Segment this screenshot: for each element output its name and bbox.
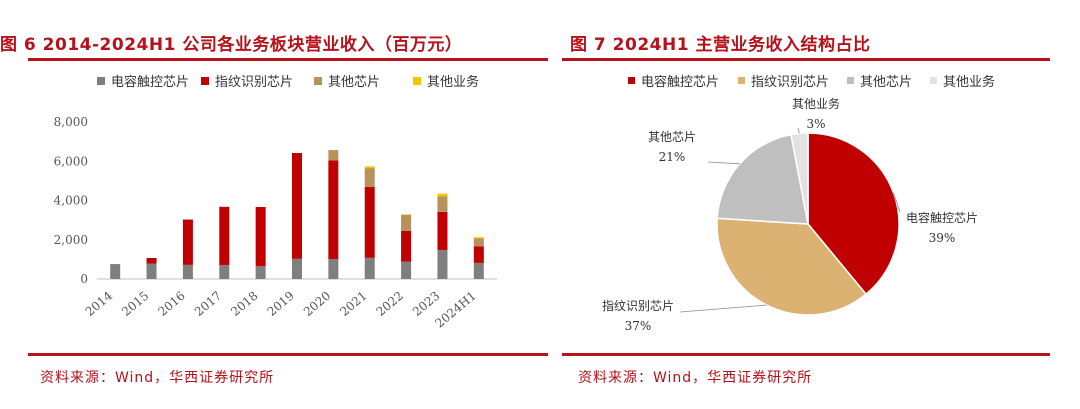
pie-slice-name-label: 其他业务 <box>792 96 840 111</box>
bar-segment <box>328 150 339 161</box>
legend-swatch-2 <box>201 77 209 85</box>
legend-label-2: 指纹识别芯片 <box>751 75 829 90</box>
bar-segment <box>364 168 375 187</box>
pie-slice-name-label: 指纹识别芯片 <box>602 298 674 313</box>
pie-leader-line <box>797 127 800 134</box>
pie-slice-percent-label: 3% <box>806 117 825 131</box>
y-tick-label: 8,000 <box>54 115 88 129</box>
bar-segment <box>292 258 302 279</box>
bar-segment <box>364 186 375 258</box>
x-tick-label: 2016 <box>155 289 187 319</box>
pie-leader-line <box>707 161 740 165</box>
x-tick-label: 2022 <box>374 289 406 319</box>
pie-slice-percent-label: 39% <box>929 231 956 245</box>
pie-chart-title: 图 7 2024H1 主营业务收入结构占比 <box>570 35 871 55</box>
bar-segment <box>255 266 266 279</box>
legend-label-4: 其他业务 <box>943 74 995 90</box>
bar-segment <box>437 249 448 279</box>
legend-label-1: 电容触控芯片 <box>641 74 719 90</box>
pie-slice-percent-label: 37% <box>625 319 652 333</box>
bar-segment <box>146 263 157 279</box>
legend-label-3: 其他芯片 <box>328 75 380 90</box>
bar-segment <box>473 262 484 279</box>
legend-label-2: 指纹识别芯片 <box>215 75 293 90</box>
legend-swatch-4 <box>413 77 421 85</box>
pie-chart-legend: 电容触控芯片 指纹识别芯片 其他芯片 其他业务 <box>628 74 995 90</box>
bar-segment <box>255 206 266 267</box>
footer-rule <box>562 353 1050 356</box>
bar-segment <box>437 211 448 250</box>
bar-chart-title: 图 6 2014-2024H1 公司各业务板块营业收入（百万元） <box>0 35 463 55</box>
bar-segment <box>401 215 412 231</box>
bar-chart-source: 资料来源：Wind，华西证券研究所 <box>40 370 275 386</box>
bar-segment <box>437 193 448 197</box>
title-underline <box>562 58 1050 61</box>
bar-chart-legend: 电容触控芯片 指纹识别芯片 其他芯片 其他业务 <box>97 74 479 90</box>
pie-chart-labels: 电容触控芯片 39% 指纹识别芯片 37% 其他芯片 21% 其他业务 3% <box>602 96 978 333</box>
bar-segment <box>437 196 448 212</box>
bar-segment <box>364 257 375 279</box>
bar-segment <box>328 160 339 259</box>
x-tick-label: 2019 <box>265 289 297 319</box>
bar-segment <box>219 206 230 266</box>
bar-segment <box>219 265 230 279</box>
bar-chart-svg: 电容触控芯片 指纹识别芯片 其他芯片 其他业务 0 2,000 4,000 6,000 8,0… <box>54 74 497 331</box>
pie-chart-source: 资料来源：Wind，华西证券研究所 <box>578 370 813 386</box>
x-tick-label: 2020 <box>301 289 333 319</box>
bar-segment <box>401 214 412 216</box>
footer-rule <box>28 353 548 356</box>
legend-swatch-3 <box>314 77 322 85</box>
legend-label-4: 其他业务 <box>427 74 479 90</box>
pie-chart-panel: 图 7 2024H1 主营业务收入结构占比 电容触控芯片 指纹识别芯片 其他芯片 其他… <box>562 0 1080 409</box>
pie-slice-name-label: 其他芯片 <box>648 130 696 144</box>
bar-segment <box>401 230 412 262</box>
bar-segment <box>473 237 484 239</box>
bar-segment <box>292 153 302 259</box>
bar-segment <box>182 264 193 279</box>
legend-label-3: 其他芯片 <box>860 75 912 90</box>
bar-chart-panel: 图 6 2014-2024H1 公司各业务板块营业收入（百万元） 电容触控芯片 指… <box>0 35 548 386</box>
bar-segment <box>364 166 375 169</box>
pie-slice <box>716 133 809 225</box>
pie-chart-svg: 电容触控芯片 指纹识别芯片 其他芯片 其他业务 电容触控芯片39%指纹识别芯片37%其… <box>602 74 995 333</box>
legend-swatch-4 <box>930 77 937 84</box>
legend-swatch-2 <box>738 77 745 84</box>
pie-slice <box>790 132 809 225</box>
bar-segment <box>473 238 484 247</box>
x-tick-label: 2015 <box>119 289 151 319</box>
y-tick-label: 4,000 <box>54 194 88 208</box>
legend-label-1: 电容触控芯片 <box>111 74 189 90</box>
x-tick-label: 2017 <box>192 289 224 319</box>
pie-chart-marks <box>716 132 900 316</box>
bar-segment <box>401 261 412 279</box>
x-tick-label: 2014 <box>83 288 116 319</box>
y-tick-label: 2,000 <box>54 233 88 247</box>
bar-chart-marks <box>110 150 484 279</box>
pie-slice <box>716 217 868 316</box>
y-tick-label: 0 <box>80 272 88 286</box>
legend-swatch-1 <box>97 77 105 85</box>
bar-segment <box>182 219 193 265</box>
bar-segment <box>473 246 484 263</box>
x-tick-label: 2021 <box>337 289 369 319</box>
bar-segment <box>110 264 121 279</box>
pie-leader-line <box>893 193 901 213</box>
legend-swatch-3 <box>847 77 854 84</box>
bar-segment <box>146 258 157 264</box>
pie-slice-percent-label: 21% <box>659 150 686 164</box>
x-tick-label: 2018 <box>228 289 260 319</box>
y-tick-label: 6,000 <box>54 154 88 168</box>
bar-segment <box>328 258 339 279</box>
pie-slice-name-label: 电容触控芯片 <box>906 210 978 225</box>
pie-leader-line <box>679 304 767 313</box>
title-underline <box>28 58 548 61</box>
legend-swatch-1 <box>628 77 635 84</box>
x-tick-label: 2024H1 <box>432 289 478 331</box>
